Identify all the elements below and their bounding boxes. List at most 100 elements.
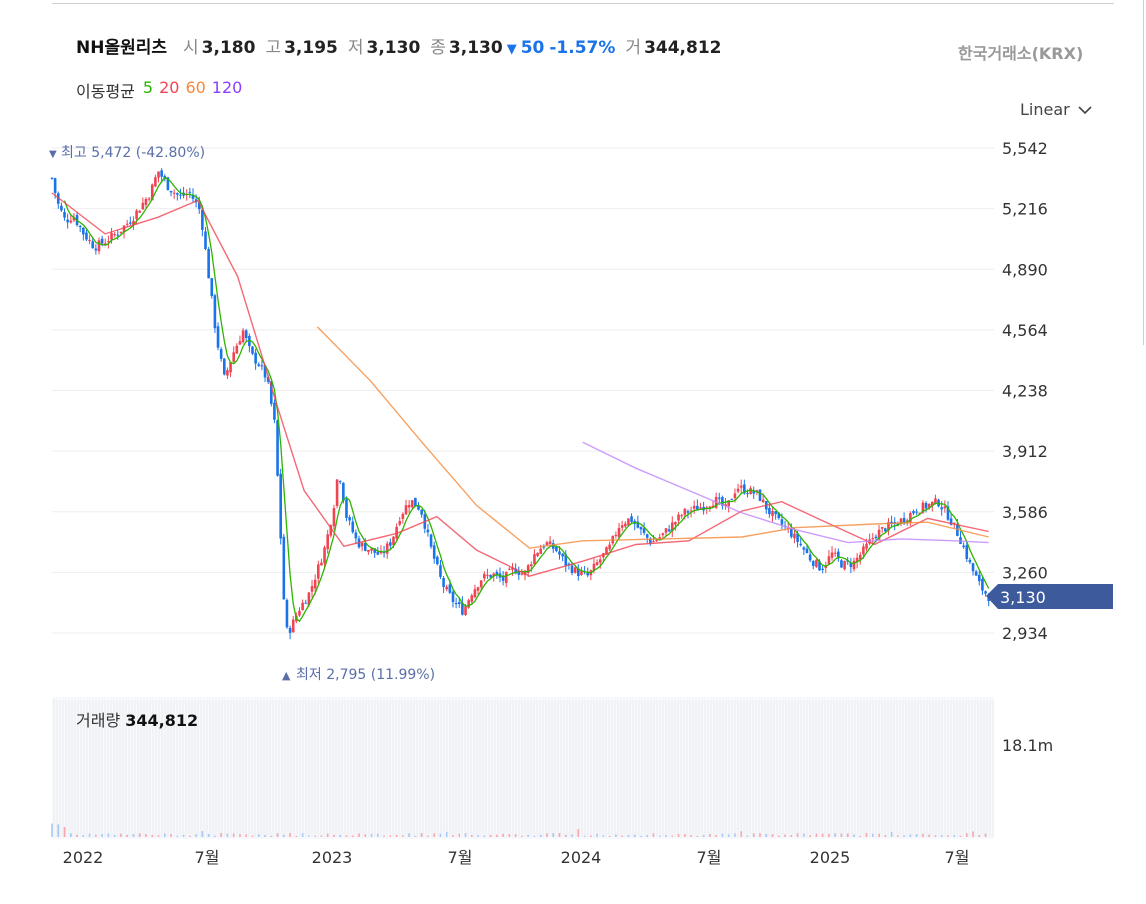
- high-label: 고: [265, 38, 282, 58]
- volume-bar: [777, 835, 780, 837]
- candle-body: [244, 330, 248, 339]
- candle-body: [717, 497, 721, 499]
- candles: [50, 168, 990, 640]
- candle-body: [548, 541, 552, 545]
- volume-bar: [521, 835, 523, 837]
- candle-body: [103, 243, 107, 245]
- candle-body: [150, 184, 154, 201]
- candle-body: [207, 248, 210, 279]
- volume-bar: [427, 835, 429, 837]
- volume-bar: [608, 835, 611, 837]
- candle-body: [342, 482, 345, 501]
- candle-body: [517, 571, 521, 575]
- volume-bar: [358, 833, 360, 837]
- candle-body: [448, 584, 452, 593]
- volume-bar: [301, 833, 304, 837]
- volume-bar: [828, 833, 830, 837]
- candle-body: [699, 507, 702, 509]
- candle-body: [899, 518, 903, 525]
- candle-body: [429, 534, 433, 547]
- volume-bar: [138, 833, 141, 837]
- grid-lines: [52, 147, 994, 634]
- candle-body: [724, 504, 727, 507]
- volume-bar: [840, 833, 843, 837]
- candle-body: [592, 563, 596, 571]
- candle-body: [805, 548, 809, 553]
- candle-body: [746, 492, 749, 494]
- candle-body: [818, 561, 821, 571]
- candle-body: [379, 551, 383, 554]
- candle-body: [758, 489, 762, 501]
- volume-bar: [859, 835, 862, 837]
- volume-bar: [408, 833, 410, 837]
- candle-body: [833, 552, 837, 554]
- scale-dropdown[interactable]: Linear: [1020, 100, 1092, 119]
- volume-bar: [63, 826, 66, 837]
- candle-body: [733, 493, 737, 499]
- candle-body: [216, 326, 220, 348]
- candle-body: [749, 488, 752, 495]
- candle-body: [949, 518, 953, 525]
- volume-bar: [897, 835, 899, 837]
- candle-body: [332, 508, 336, 527]
- candle-body: [483, 573, 486, 579]
- candle-body: [298, 610, 301, 616]
- volume-bar: [345, 835, 348, 837]
- candle-body: [598, 559, 602, 563]
- candle-body: [664, 528, 668, 533]
- ma-120[interactable]: 120: [211, 78, 243, 97]
- volume-bar: [671, 835, 674, 837]
- candle-body: [984, 591, 987, 594]
- candle-body: [636, 521, 640, 528]
- volume-bar: [132, 834, 135, 837]
- candle-body: [617, 527, 621, 538]
- candle-body: [436, 556, 439, 565]
- volume-bar: [702, 834, 705, 837]
- candle-body: [683, 508, 687, 515]
- candle-body: [53, 178, 57, 193]
- volume-bar: [270, 835, 273, 837]
- ma-5[interactable]: 5: [142, 78, 154, 97]
- candle-body: [373, 548, 376, 553]
- volume-bar: [953, 834, 956, 837]
- volume-bar: [113, 834, 116, 837]
- volume-bar: [984, 833, 987, 837]
- volume-bar: [734, 833, 736, 837]
- candle-body: [113, 234, 116, 236]
- low-annotation-arrow: ▲: [282, 669, 291, 682]
- candle-body: [708, 506, 712, 509]
- volume-bar: [834, 833, 836, 837]
- x-tick-label: 7월: [448, 848, 473, 867]
- candle-body: [85, 232, 88, 240]
- volume-bar: [51, 823, 53, 837]
- candle-body: [188, 191, 192, 193]
- candle-body: [827, 556, 831, 564]
- candle-body: [692, 505, 696, 509]
- candle-body: [370, 548, 373, 551]
- volume-bar: [652, 833, 655, 837]
- volume-bar: [176, 835, 179, 837]
- high-annotation-arrow: ▼: [49, 149, 57, 160]
- volume-bar: [821, 833, 824, 837]
- volume-bar: [740, 831, 743, 837]
- candle-body: [526, 565, 530, 573]
- candle-body: [674, 522, 677, 525]
- ma-60[interactable]: 60: [185, 78, 206, 97]
- y-tick-label: 2,934: [1002, 624, 1048, 643]
- candle-body: [404, 505, 408, 515]
- candle-body: [711, 505, 715, 508]
- volume-bar: [577, 829, 580, 837]
- candle-body: [530, 564, 533, 567]
- ma-20[interactable]: 20: [159, 78, 180, 97]
- ma-60-line: [316, 326, 989, 549]
- candle-body: [937, 499, 940, 507]
- x-tick-label: 2024: [561, 848, 602, 867]
- low-value: 3,130: [366, 38, 421, 58]
- volume-bar: [784, 834, 786, 837]
- volume-bar: [245, 834, 248, 837]
- candle-body: [677, 514, 680, 521]
- open-label: 시: [183, 38, 199, 58]
- stock-name[interactable]: NH올원리츠: [76, 38, 168, 58]
- candle-body: [658, 537, 662, 540]
